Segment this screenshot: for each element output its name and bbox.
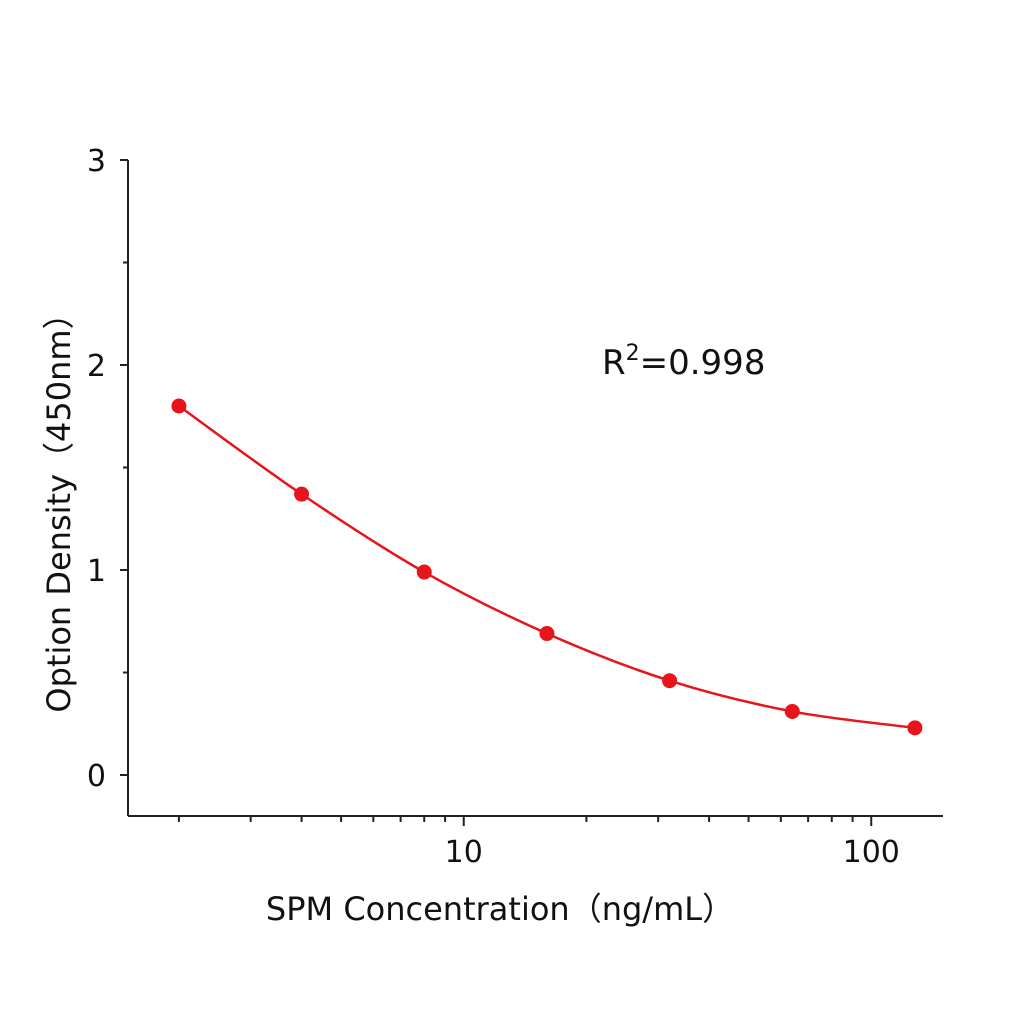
data-point (171, 398, 187, 414)
data-point (539, 626, 555, 642)
x-tick-label: 10 (445, 835, 483, 870)
x-tick-label: 100 (843, 835, 900, 870)
y-tick-label: 1 (87, 554, 106, 589)
data-point (784, 703, 800, 719)
r-squared-annotation: R2=0.998 (602, 341, 765, 383)
y-tick-label: 0 (87, 759, 106, 794)
y-axis-label: Option Density（450nm） (40, 297, 78, 712)
data-point (662, 673, 678, 689)
x-axis-label: SPM Concentration（ng/mL） (266, 890, 734, 928)
data-point (907, 720, 923, 736)
axes: 0 1 2 3 10 100 (87, 144, 943, 870)
fit-curve (178, 404, 916, 730)
y-tick-label: 2 (87, 349, 106, 384)
data-marks (171, 398, 923, 736)
data-point (294, 486, 310, 502)
y-tick-label: 3 (87, 144, 106, 179)
data-point (416, 564, 432, 580)
